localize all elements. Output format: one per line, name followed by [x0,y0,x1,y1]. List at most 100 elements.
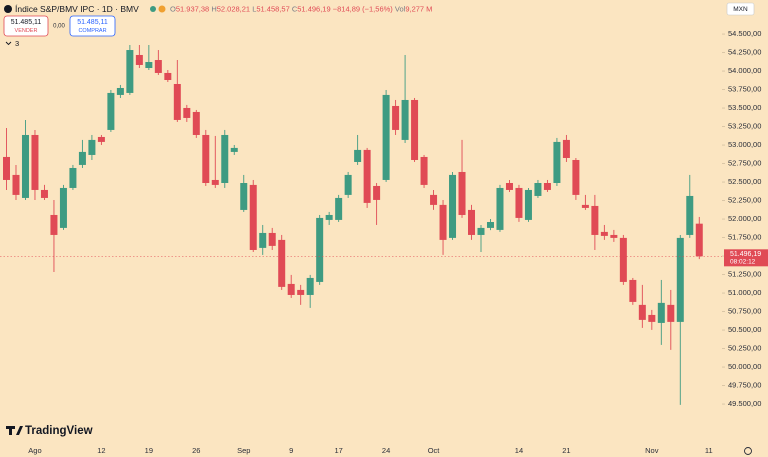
candle-body [591,205,599,235]
candle-body [449,174,457,238]
ohlc-key: L [252,4,256,13]
candle-body [496,187,504,230]
candle-body [581,204,589,208]
candle-body [534,183,542,196]
candle-body [505,183,513,190]
candle-body [686,195,694,235]
y-tick-label: 51.000,00 [728,288,761,297]
y-tick-label: 53.250,00 [728,122,761,131]
x-tick-label: Ago [28,446,41,455]
ohlc-key: C [292,4,298,13]
candle-body [183,107,191,118]
candle-body [3,156,10,180]
candle-body [486,221,494,228]
buy-price[interactable]: 51.485,11 [77,19,108,26]
spread: 0,00 [53,24,65,30]
candle-body [107,92,115,130]
y-tick-label: 50.000,00 [728,362,761,371]
x-tick-label: 9 [289,446,293,455]
y-tick-label: 54.500,00 [728,29,761,38]
x-tick-label: Sep [237,446,250,455]
candle-body [116,87,124,95]
candle-body [477,227,485,235]
candle-body [268,232,276,246]
sell-label[interactable]: VENDER [15,28,38,34]
y-tick-label: 52.250,00 [728,196,761,205]
last-price-tag [724,249,768,267]
y-tick-label: 53.750,00 [728,85,761,94]
y-tick-label: 53.500,00 [728,103,761,112]
candle-body [543,183,551,190]
candle-body [31,134,39,190]
currency-box[interactable] [726,2,755,16]
buy-button[interactable]: 51.485,11 COMPRAR [69,15,116,37]
ohlc-key: H [211,4,216,13]
candle-body [638,304,646,320]
candle-body [382,94,390,180]
buy-box[interactable] [69,15,116,37]
candle-body [553,141,561,184]
candle-body [221,134,229,184]
sell-box[interactable] [3,15,49,37]
x-tick-label: 19 [145,446,153,455]
candle-body [259,232,267,248]
candle-body [562,139,570,158]
plot-area: 49.500,00 49.750,00 50.000,00 50.250,00 50.5… [0,29,768,455]
x-tick-label: 17 [334,446,342,455]
x-tick-label: 26 [192,446,200,455]
candle-body [439,204,447,240]
currency[interactable]: MXN [733,6,748,13]
brand-logo [6,426,23,435]
y-tick-label: 49.750,00 [728,381,761,390]
candle-body [524,189,532,220]
last-price-label: 51.496,19 [730,251,761,258]
symbol-title: Índice S&P/BMV IPC · 1D · BMV [15,4,139,14]
x-tick-label: 24 [382,446,390,455]
candle-body [173,83,181,120]
volume-key: Vol [395,4,406,13]
symbol-icon [4,5,12,13]
candle-body [154,60,162,73]
candle-body [88,139,96,155]
y-tick-label: 52.000,00 [728,214,761,223]
ohlc-legend: O51.937,38 H52.028,21 L51.458,57 C51.496… [170,4,432,13]
candle-body [619,237,627,282]
candle-body [78,151,86,165]
candle-body [306,277,314,295]
candle-body [695,223,703,257]
candle-body [287,283,295,295]
y-tick-label: 52.500,00 [728,177,761,186]
sell-price[interactable]: 51.485,11 [11,19,42,26]
status-dot [150,6,156,12]
x-tick-label: Nov [645,446,659,455]
candle-body [97,136,105,142]
candle-body [458,171,466,215]
indicator-count[interactable]: 3 [15,39,19,48]
candle-body [335,197,343,220]
candle-body [610,234,618,238]
buy-label[interactable]: COMPRAR [78,28,106,34]
candle-body [600,231,608,236]
candle-body [676,237,684,322]
candle-body [667,304,675,322]
candle-body [59,187,67,228]
y-tick-label: 50.250,00 [728,344,761,353]
candle-body [135,54,143,65]
candle-body [202,134,210,184]
x-tick-label: 21 [562,446,570,455]
y-tick-label: 54.000,00 [728,66,761,75]
candle-body [392,105,400,130]
y-tick-label: 50.500,00 [728,325,761,334]
change: −814,89 (−1,56%) [333,4,394,13]
ohlc-value: 51.937,38 [176,4,209,13]
candle-body [211,179,219,185]
y-tick-label: 50.750,00 [728,307,761,316]
candle-body [354,149,362,162]
sell-button[interactable]: 51.485,11 VENDER [3,15,49,37]
collapse-icon[interactable] [5,41,12,46]
y-tick-label: 54.250,00 [728,48,761,57]
candle-body [363,149,371,203]
settings-icon[interactable] [744,447,752,455]
candle-body [373,185,381,200]
